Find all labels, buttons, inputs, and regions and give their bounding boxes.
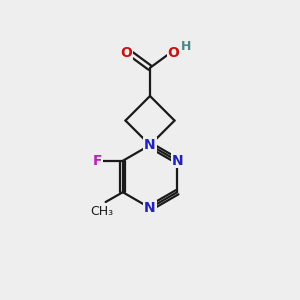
Text: N: N — [144, 201, 156, 215]
Text: N: N — [171, 154, 183, 168]
Text: CH₃: CH₃ — [90, 205, 113, 218]
Text: O: O — [167, 46, 179, 60]
Text: H: H — [181, 40, 191, 53]
Text: F: F — [93, 154, 102, 168]
Text: N: N — [144, 138, 156, 152]
Text: O: O — [120, 46, 132, 60]
